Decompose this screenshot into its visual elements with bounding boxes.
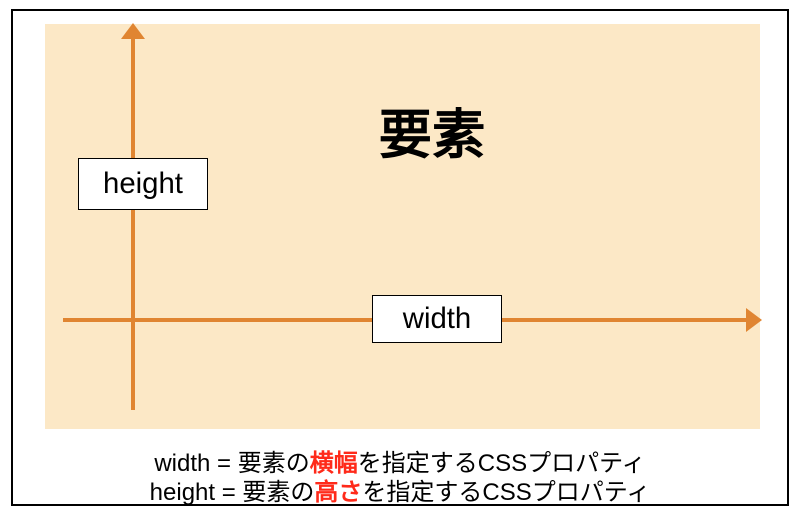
- height-label-box: height: [78, 158, 208, 210]
- caption2-prefix: height = 要素の: [150, 479, 315, 506]
- width-label-box: width: [372, 295, 502, 343]
- height-label-text: height: [103, 167, 183, 201]
- caption2-suffix: を指定するCSSプロパティ: [362, 479, 650, 506]
- element-title: 要素: [379, 92, 486, 169]
- y-axis-arrow-icon: [121, 23, 145, 39]
- caption-line-2: height = 要素の高さを指定するCSSプロパティ: [150, 472, 651, 507]
- caption2-highlight: 高さ: [314, 479, 362, 506]
- width-label-text: width: [403, 302, 471, 336]
- x-axis-arrow-icon: [746, 308, 762, 332]
- y-axis-line: [131, 38, 135, 410]
- diagram-canvas: [45, 24, 760, 429]
